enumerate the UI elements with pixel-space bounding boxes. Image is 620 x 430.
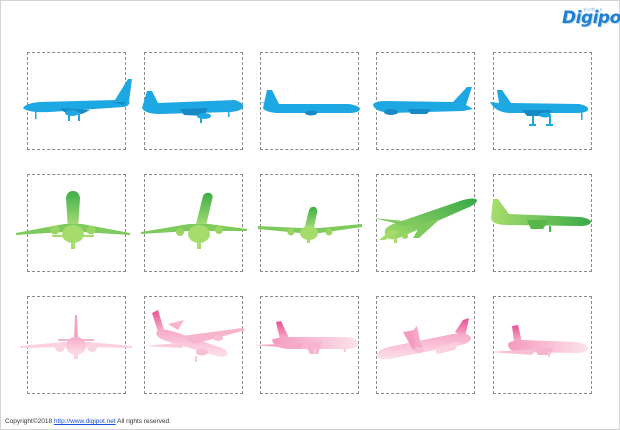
blue-airliner-3 [260, 90, 360, 116]
pink-airliner-side-3 [490, 325, 588, 357]
cell-r3-c1 [27, 296, 126, 394]
cell-r3-c4 [376, 296, 475, 394]
pink-airliner-side-2 [377, 318, 471, 360]
copyright-text: Copyright©2018 [5, 418, 54, 425]
blue-airliner-4 [373, 87, 473, 115]
cell-r2-c4 [376, 174, 475, 272]
cell-r2-c5 [493, 174, 592, 272]
cell-r1-c4 [376, 52, 475, 150]
green-airliner-front-1 [16, 191, 130, 249]
blue-airliner-5 [490, 90, 589, 126]
cell-r2-c1 [27, 174, 126, 272]
digipot-logo[interactable]: デジポット Digipot [562, 6, 620, 32]
cell-r1-c3 [260, 52, 359, 150]
cell-r2-c2 [144, 174, 243, 272]
copyright-footer: Copyright©2018 http://www.digipot.net Al… [5, 418, 171, 425]
cell-r2-c3 [260, 174, 359, 272]
blue-airliner-1 [23, 79, 132, 121]
cell-r1-c5 [493, 52, 592, 150]
cell-r3-c2 [144, 296, 243, 394]
blue-airliner-2 [142, 91, 244, 123]
pink-airliner-side-1 [254, 321, 359, 354]
green-airliner-front-2 [141, 192, 247, 249]
pink-airliner-bank [146, 310, 246, 362]
rights-text: All rights reserved. [115, 418, 171, 425]
pink-airliner-front [20, 315, 132, 359]
logo-subtitle: デジポット [583, 7, 603, 12]
green-airliner-front-3 [258, 206, 362, 243]
cell-r3-c5 [493, 296, 592, 394]
logo-text: Digipot [562, 8, 620, 28]
digipot-link[interactable]: http://www.digipot.net [53, 418, 116, 425]
green-airliner-side [491, 199, 591, 232]
green-airliner-climb [374, 198, 477, 243]
